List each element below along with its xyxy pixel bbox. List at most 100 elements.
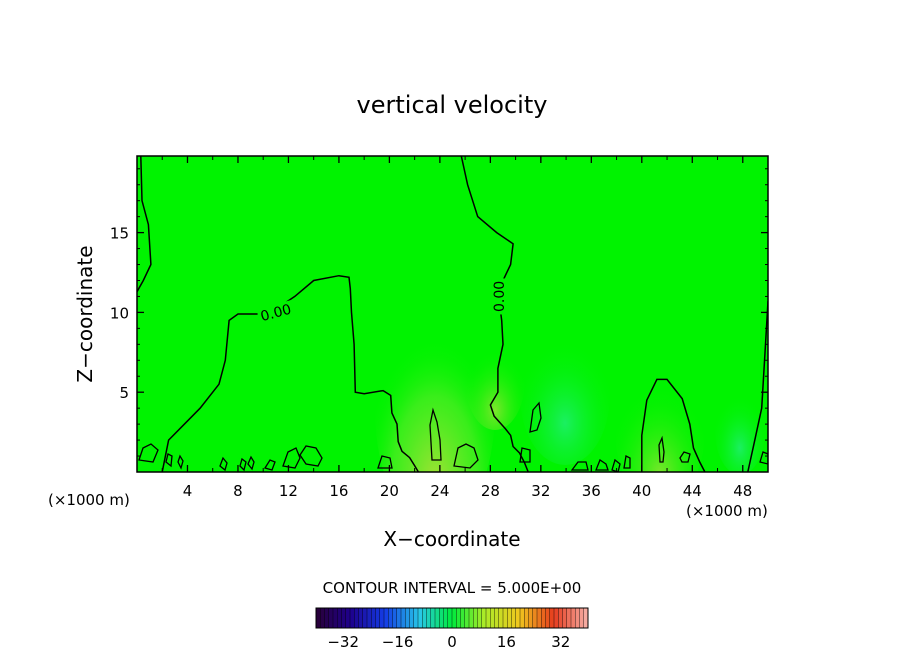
zero-contour-line bbox=[641, 378, 706, 472]
colorbar-swatch bbox=[464, 608, 470, 628]
colorbar-swatch bbox=[341, 608, 347, 628]
colorbar-swatch bbox=[571, 608, 576, 628]
x-unit-left: (×1000 m) bbox=[48, 491, 130, 509]
colorbar-swatch bbox=[388, 608, 393, 628]
colorbar-swatch bbox=[469, 608, 474, 628]
colorbar-swatch bbox=[435, 608, 440, 628]
colorbar-swatch bbox=[579, 608, 585, 628]
x-tick-label: 20 bbox=[380, 482, 399, 500]
updraft-shading bbox=[465, 330, 525, 430]
colorbar-tick-label: 16 bbox=[497, 633, 516, 651]
y-tick-label: 10 bbox=[110, 304, 129, 322]
colorbar-swatch bbox=[426, 608, 432, 628]
colorbar-swatch bbox=[558, 608, 563, 628]
contour-label: 0.00 bbox=[259, 302, 293, 326]
colorbar-swatch bbox=[354, 608, 359, 628]
downdraft-shading bbox=[520, 325, 610, 465]
plot-area: 0.00 0.00 bbox=[137, 156, 768, 472]
x-tick-label: 12 bbox=[279, 482, 298, 500]
colorbar-swatch bbox=[392, 608, 398, 628]
zero-contour-line bbox=[137, 156, 152, 293]
x-tick-label: 32 bbox=[531, 482, 550, 500]
x-tick-label: 40 bbox=[632, 482, 651, 500]
contour-lines bbox=[137, 156, 768, 472]
colorbar-swatch bbox=[452, 608, 457, 628]
colorbar-swatch bbox=[350, 608, 355, 628]
contour-label-background bbox=[256, 300, 296, 325]
colorbar-swatch bbox=[545, 608, 551, 628]
colorbar-swatch bbox=[401, 608, 406, 628]
colorbar-swatch bbox=[473, 608, 478, 628]
zero-contour-line bbox=[460, 156, 529, 472]
colorbar-swatch bbox=[524, 608, 529, 628]
colorbar-swatch bbox=[566, 608, 572, 628]
colorbar-tick-labels: −32 −16 0 16 32 bbox=[327, 633, 570, 651]
colorbar-swatch bbox=[537, 608, 542, 628]
y-axis-ticks: 5 10 15 bbox=[110, 168, 768, 457]
contour-labels: 0.00 0.00 bbox=[256, 278, 508, 325]
colorbar-swatch bbox=[422, 608, 427, 628]
colorbar-swatch bbox=[375, 608, 381, 628]
colorbar-tick-label: 0 bbox=[447, 633, 457, 651]
x-tick-label: 36 bbox=[582, 482, 601, 500]
colorbar-swatch bbox=[515, 608, 521, 628]
colorbar-swatch bbox=[456, 608, 461, 628]
colorbar-swatch bbox=[371, 608, 376, 628]
colorbar-swatch bbox=[477, 608, 483, 628]
colorbar-swatch bbox=[520, 608, 525, 628]
colorbar-frame bbox=[315, 607, 589, 629]
colorbar-swatch bbox=[575, 608, 580, 628]
plot-frame bbox=[136, 155, 769, 473]
colorbar-swatch bbox=[528, 608, 534, 628]
small-contour-cells bbox=[138, 401, 768, 472]
colorbar-swatch bbox=[490, 608, 495, 628]
x-unit-right: (×1000 m) bbox=[686, 502, 768, 520]
colorbar-swatch bbox=[379, 608, 385, 628]
x-tick-label: 16 bbox=[329, 482, 348, 500]
colorbar-tick-label: −32 bbox=[327, 633, 359, 651]
y-tick-label: 15 bbox=[110, 225, 129, 243]
zero-contour-line bbox=[747, 301, 768, 472]
contour-label-background bbox=[491, 278, 508, 315]
colorbar-swatch bbox=[358, 608, 364, 628]
colorbar-swatch bbox=[443, 608, 449, 628]
zero-contour-line bbox=[161, 274, 420, 472]
colorbar-swatch bbox=[396, 608, 402, 628]
colorbar-swatch bbox=[583, 608, 589, 628]
colorbar-tick-label: 32 bbox=[551, 633, 570, 651]
colorbar-swatch bbox=[430, 608, 436, 628]
colorbar-swatch bbox=[328, 608, 334, 628]
colorbar-swatch bbox=[460, 608, 466, 628]
y-axis-label: Z−coordinate bbox=[73, 245, 97, 382]
x-axis-ticks: 4 8 12 16 20 24 28 32 36 40 44 48 bbox=[161, 156, 752, 500]
x-tick-label: 48 bbox=[733, 482, 752, 500]
colorbar-swatch bbox=[549, 608, 555, 628]
contour-interval-text: CONTOUR INTERVAL = 5.000E+00 bbox=[323, 579, 582, 597]
colorbar-swatch bbox=[337, 608, 342, 628]
colorbar-swatch bbox=[367, 608, 372, 628]
x-axis-label: X−coordinate bbox=[383, 527, 520, 551]
colorbar-tick-label: −16 bbox=[382, 633, 414, 651]
chart-title: vertical velocity bbox=[357, 91, 548, 119]
colorbar-swatch bbox=[507, 608, 512, 628]
colorbar-swatch bbox=[486, 608, 491, 628]
colorbar-swatch bbox=[409, 608, 415, 628]
x-tick-label: 8 bbox=[233, 482, 243, 500]
colorbar-swatch bbox=[384, 608, 389, 628]
colorbar-swatch bbox=[320, 608, 325, 628]
colorbar-swatch bbox=[439, 608, 444, 628]
colorbar-swatch bbox=[494, 608, 500, 628]
x-tick-label: 28 bbox=[481, 482, 500, 500]
colorbar-swatch bbox=[413, 608, 419, 628]
colorbar-swatch bbox=[532, 608, 538, 628]
colorbar-swatch bbox=[418, 608, 423, 628]
colorbar-swatch bbox=[333, 608, 338, 628]
contour-label: 0.00 bbox=[492, 281, 508, 312]
colorbar-swatch bbox=[362, 608, 368, 628]
updraft-shading bbox=[375, 290, 495, 472]
colorbar-swatch bbox=[405, 608, 410, 628]
x-tick-label: 24 bbox=[430, 482, 449, 500]
colorbar-swatch bbox=[316, 608, 321, 628]
colorbar-swatch bbox=[503, 608, 508, 628]
